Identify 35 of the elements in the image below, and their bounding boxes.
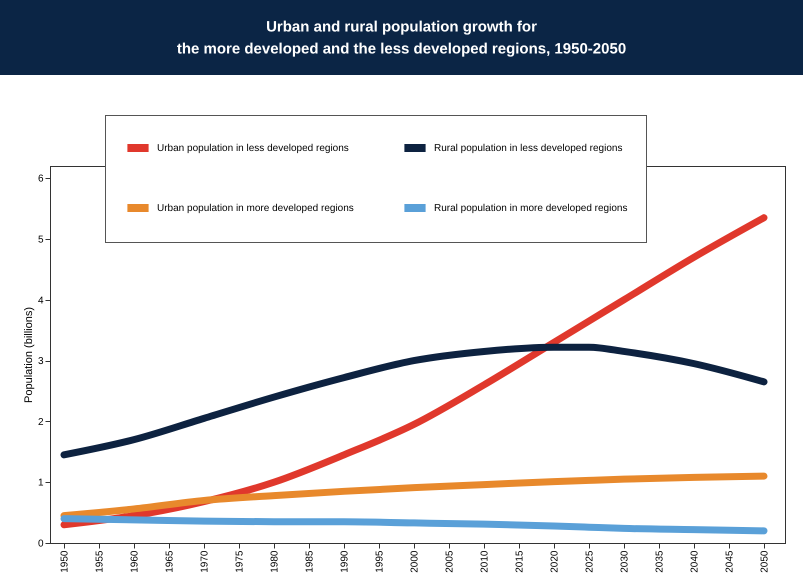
x-tick-label: 2030 [620, 550, 630, 573]
x-tick-label: 1965 [164, 550, 176, 573]
x-tick-label: 2050 [760, 550, 770, 573]
legend-label: Rural population in less developed regions [434, 143, 622, 154]
y-tick-label: 3 [38, 356, 44, 368]
x-tick-label: 1970 [200, 550, 210, 573]
x-tick-label: 1955 [94, 550, 106, 573]
y-tick-label: 0 [38, 538, 44, 550]
x-tick-label: 1980 [270, 550, 280, 573]
x-tick-label: 2035 [654, 550, 666, 573]
legend-label: Urban population in less developed regions [157, 143, 349, 154]
y-tick-label: 1 [38, 478, 44, 489]
y-tick-label: 6 [38, 174, 44, 185]
y-tick-label: 2 [38, 416, 44, 428]
x-tick-label: 1975 [234, 550, 246, 573]
x-tick-label: 1995 [374, 550, 386, 573]
text: the more developed and the less developed regions, 1950-2050 [176, 40, 626, 58]
y-tick-label: 4 [38, 295, 44, 306]
x-tick-label: 1950 [60, 550, 70, 573]
x-tick-label: 2025 [584, 550, 596, 573]
text: Urban and rural population growth for [266, 18, 537, 36]
x-tick-label: 1985 [304, 550, 316, 573]
y-axis-title: Population (billions) [22, 307, 35, 403]
legend-label: Urban population in more developed regions [157, 203, 354, 214]
legend-label: Rural population in more developed regions [434, 203, 628, 214]
x-tick-label: 2015 [514, 550, 526, 573]
y-tick-label: 5 [38, 234, 44, 246]
x-tick-label: 2020 [550, 550, 560, 573]
x-tick-label: 1960 [130, 550, 140, 573]
x-tick-label: 2005 [444, 550, 456, 573]
x-tick-label: 2000 [410, 550, 420, 573]
x-tick-label: 2040 [690, 550, 700, 573]
x-tick-label: 1990 [340, 550, 350, 573]
x-tick-label: 2010 [480, 550, 490, 573]
x-tick-label: 2045 [724, 550, 736, 573]
